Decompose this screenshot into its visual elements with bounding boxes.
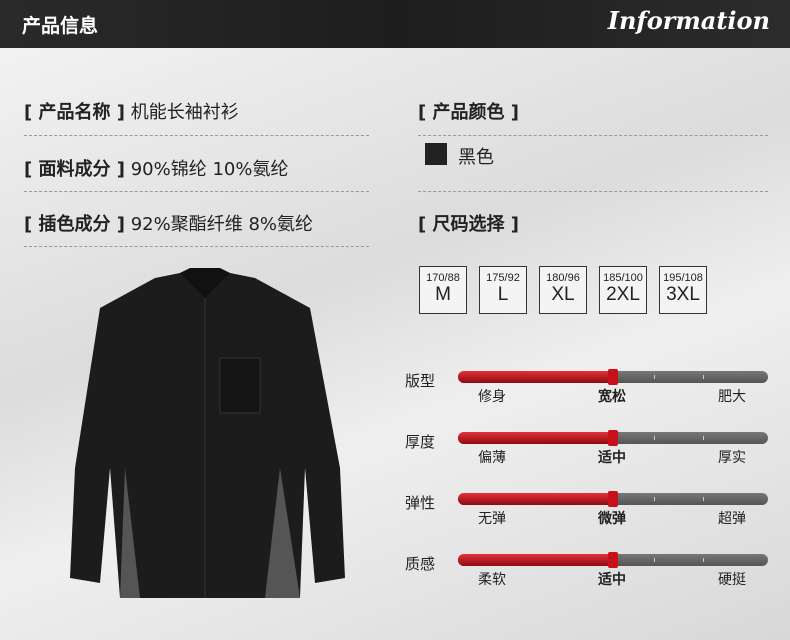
slider-tick [654, 375, 655, 379]
slider-tick [703, 375, 704, 379]
spec-fabric: [ 面料成分 ] 90%锦纶 10%氨纶 [24, 159, 289, 180]
attribute-option: 修身 [478, 389, 506, 405]
attribute-option: 肥大 [718, 389, 746, 405]
spec-trim: [ 插色成分 ] 92%聚酯纤维 8%氨纶 [24, 214, 314, 235]
size-spec: 170/88 [426, 272, 460, 284]
slider-fill [458, 371, 613, 383]
size-option-2XL[interactable]: 185/100 2XL [599, 266, 647, 314]
attribute-name: 厚度 [405, 433, 436, 451]
attribute-option: 适中 [598, 572, 626, 588]
slider-tick [654, 558, 655, 562]
size-name: L [497, 284, 509, 305]
size-spec: 180/96 [546, 272, 580, 284]
attribute-option: 微弹 [598, 511, 626, 527]
attribute-option: 柔软 [478, 572, 506, 588]
size-option-XL[interactable]: 180/96 XL [539, 266, 587, 314]
spec-name: [ 产品名称 ] 机能长袖衬衫 [24, 102, 239, 123]
attribute-option: 偏薄 [478, 450, 506, 466]
shirt-image [70, 268, 345, 598]
color-label: [ 产品颜色 ] [418, 102, 519, 123]
size-name: 3XL [666, 284, 700, 305]
size-option-M[interactable]: 170/88 M [419, 266, 467, 314]
attribute-slider [458, 369, 768, 385]
size-name: XL [551, 284, 575, 305]
slider-fill [458, 554, 613, 566]
slider-tick [703, 497, 704, 501]
slider-tick [703, 558, 704, 562]
divider [24, 191, 369, 192]
slider-tick [703, 436, 704, 440]
color-swatch-black[interactable] [425, 143, 447, 165]
attribute-option: 适中 [598, 450, 626, 466]
slider-fill [458, 432, 613, 444]
slider-marker [608, 369, 618, 385]
header-bar: 产品信息 Information [0, 0, 790, 48]
attribute-option: 宽松 [598, 389, 626, 405]
header-english: Information [607, 6, 770, 35]
slider-fill [458, 493, 613, 505]
size-spec: 195/108 [663, 272, 703, 284]
slider-tick [654, 497, 655, 501]
size-spec: 185/100 [603, 272, 643, 284]
slider-marker [608, 552, 618, 568]
size-option-3XL[interactable]: 195/108 3XL [659, 266, 707, 314]
slider-marker [608, 430, 618, 446]
color-value: 黑色 [458, 147, 494, 168]
size-name: M [435, 284, 451, 305]
divider [418, 191, 768, 192]
slider-marker [608, 491, 618, 507]
attribute-slider [458, 552, 768, 568]
divider [418, 135, 768, 136]
size-label: [ 尺码选择 ] [418, 214, 519, 235]
attribute-option: 厚实 [718, 450, 746, 466]
attribute-name: 质感 [405, 555, 436, 573]
size-spec: 175/92 [486, 272, 520, 284]
attribute-name: 版型 [405, 372, 436, 390]
attribute-option: 无弹 [478, 511, 506, 527]
size-name: 2XL [606, 284, 640, 305]
attribute-slider [458, 430, 768, 446]
attribute-option: 超弹 [718, 511, 746, 527]
divider [24, 135, 369, 136]
size-option-L[interactable]: 175/92 L [479, 266, 527, 314]
header-title: 产品信息 [22, 15, 99, 37]
attribute-slider [458, 491, 768, 507]
attribute-option: 硬挺 [718, 572, 746, 588]
slider-tick [654, 436, 655, 440]
attribute-name: 弹性 [405, 494, 436, 512]
divider [24, 246, 369, 247]
